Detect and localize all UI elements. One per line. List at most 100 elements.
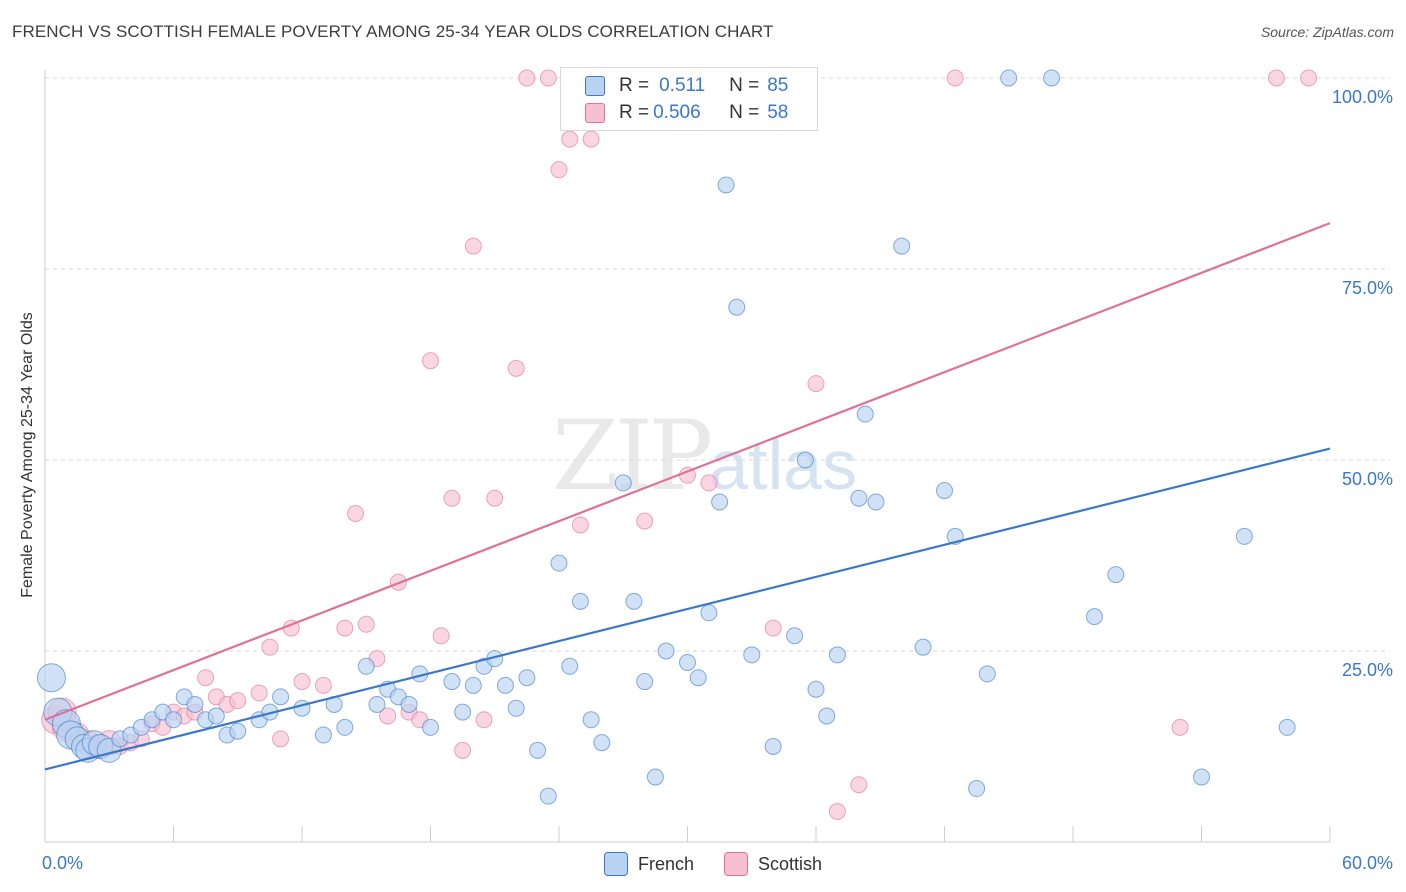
- scottish-point-45: [571, 516, 589, 534]
- french-point-71: [867, 493, 885, 511]
- french-point-36: [443, 673, 461, 691]
- series-legend: French Scottish: [604, 852, 852, 876]
- scottish-point-39: [486, 489, 504, 507]
- scottish-point-54: [946, 69, 964, 87]
- scottish-point-36: [454, 741, 472, 759]
- legend-item-scottish: Scottish: [724, 852, 822, 876]
- french-point-15: [165, 711, 182, 729]
- french-point-43: [518, 669, 536, 687]
- scottish-point-41: [518, 69, 536, 87]
- french-point-41: [496, 676, 514, 694]
- french-point-70: [856, 405, 874, 423]
- watermark-atlas: atlas: [709, 426, 858, 504]
- scottish-point-38: [475, 711, 493, 729]
- french-point-54: [646, 768, 664, 786]
- scottish-point-20: [261, 638, 279, 656]
- french-point-53: [636, 673, 654, 691]
- french-point-25: [293, 699, 311, 717]
- scottish-point-26: [347, 504, 365, 522]
- french-point-37: [454, 703, 472, 721]
- french-point-82: [1193, 768, 1210, 786]
- legend-scottish-n-value: 58: [767, 102, 789, 123]
- french-trendline: [44, 447, 1331, 771]
- french-point-74: [936, 482, 953, 500]
- french-point-57: [689, 669, 707, 687]
- french-point-50: [593, 734, 611, 752]
- legend-scottish-n-label: N =: [729, 102, 760, 123]
- y-tick-label-100: 100.0%: [1332, 87, 1393, 107]
- french-point-29: [357, 657, 375, 675]
- scottish-point-53: [850, 776, 868, 794]
- french-point-47: [561, 657, 579, 675]
- scottish-point-42: [539, 69, 557, 87]
- french-point-52: [625, 592, 643, 610]
- scottish-point-52: [828, 802, 846, 820]
- french-point-19: [207, 707, 225, 725]
- french-point-46: [550, 554, 568, 572]
- scottish-point-34: [432, 627, 450, 645]
- scottish-point-25: [336, 619, 354, 637]
- french-point-38: [464, 676, 482, 694]
- scottish-point-19: [250, 684, 268, 702]
- tick-labels: 25.0% 50.0% 75.0% 100.0% 0.0% 60.0%: [42, 87, 1393, 873]
- french-point-79: [1043, 69, 1061, 87]
- scottish-point-44: [561, 130, 579, 148]
- scottish-point-55: [1171, 718, 1189, 736]
- french-point-26: [314, 726, 332, 744]
- legend-swatch-french: [585, 76, 605, 96]
- french-point-55: [657, 642, 675, 660]
- french-point-51: [614, 474, 632, 492]
- x-tick-label-min: 0.0%: [42, 853, 83, 873]
- french-point-48: [571, 592, 589, 610]
- french-point-80: [1085, 608, 1103, 626]
- gridlines: [45, 77, 1390, 652]
- french-point-73: [914, 638, 932, 656]
- scottish-point-43: [550, 161, 568, 179]
- legend-scottish-r-label: R =: [619, 102, 650, 123]
- legend-french-n-label: N =: [729, 75, 760, 96]
- y-tick-label-75: 75.0%: [1342, 278, 1393, 298]
- scottish-point-46: [582, 130, 600, 148]
- french-point-56: [679, 653, 696, 671]
- legend-french-swatch: [604, 852, 628, 876]
- legend-scottish-label: Scottish: [758, 853, 823, 874]
- scottish-points: [41, 69, 1318, 820]
- french-point-60: [717, 176, 735, 194]
- french-point-30: [368, 695, 386, 713]
- french-point-81: [1107, 566, 1125, 584]
- french-point-59: [711, 493, 729, 511]
- french-point-21: [229, 722, 247, 740]
- scottish-point-33: [422, 352, 439, 370]
- scottish-point-37: [464, 237, 482, 255]
- legend-scottish-swatch: [724, 852, 749, 876]
- french-point-76: [968, 780, 986, 798]
- y-tick-label-50: 50.0%: [1342, 469, 1393, 489]
- french-point-84: [1278, 718, 1296, 736]
- scottish-point-50: [764, 619, 782, 637]
- legend-row-scottish: R = 0.506 N = 58: [585, 100, 788, 126]
- scottish-trendline: [44, 222, 1331, 721]
- french-point-33: [400, 695, 418, 713]
- legend-scottish-r-value: 0.506: [653, 102, 701, 123]
- french-point-65: [796, 451, 814, 469]
- french-point-24: [272, 688, 290, 706]
- legend-row-french: R = 0.511 N = 85: [585, 73, 788, 99]
- french-point-68: [828, 646, 846, 664]
- french-point-67: [818, 707, 836, 725]
- scottish-point-51: [807, 375, 825, 393]
- legend-item-french: French: [604, 852, 694, 876]
- chart-title: FRENCH VS SCOTTISH FEMALE POVERTY AMONG …: [12, 22, 774, 41]
- scottish-point-56: [1267, 69, 1285, 87]
- x-tick-label-max: 60.0%: [1342, 853, 1393, 873]
- french-point-83: [1235, 527, 1253, 545]
- french-point-45: [539, 787, 557, 805]
- french-point-72: [893, 237, 911, 255]
- y-tick-label-25: 25.0%: [1342, 660, 1393, 680]
- legend-french-n-value: 85: [767, 75, 789, 96]
- correlation-legend: R = 0.511 N = 85 R = 0.506 N = 58: [560, 67, 818, 131]
- scottish-point-15: [197, 669, 215, 687]
- french-point-42: [507, 699, 525, 717]
- french-point-35: [422, 718, 439, 736]
- french-point-58: [700, 604, 718, 622]
- scottish-point-27: [357, 615, 375, 633]
